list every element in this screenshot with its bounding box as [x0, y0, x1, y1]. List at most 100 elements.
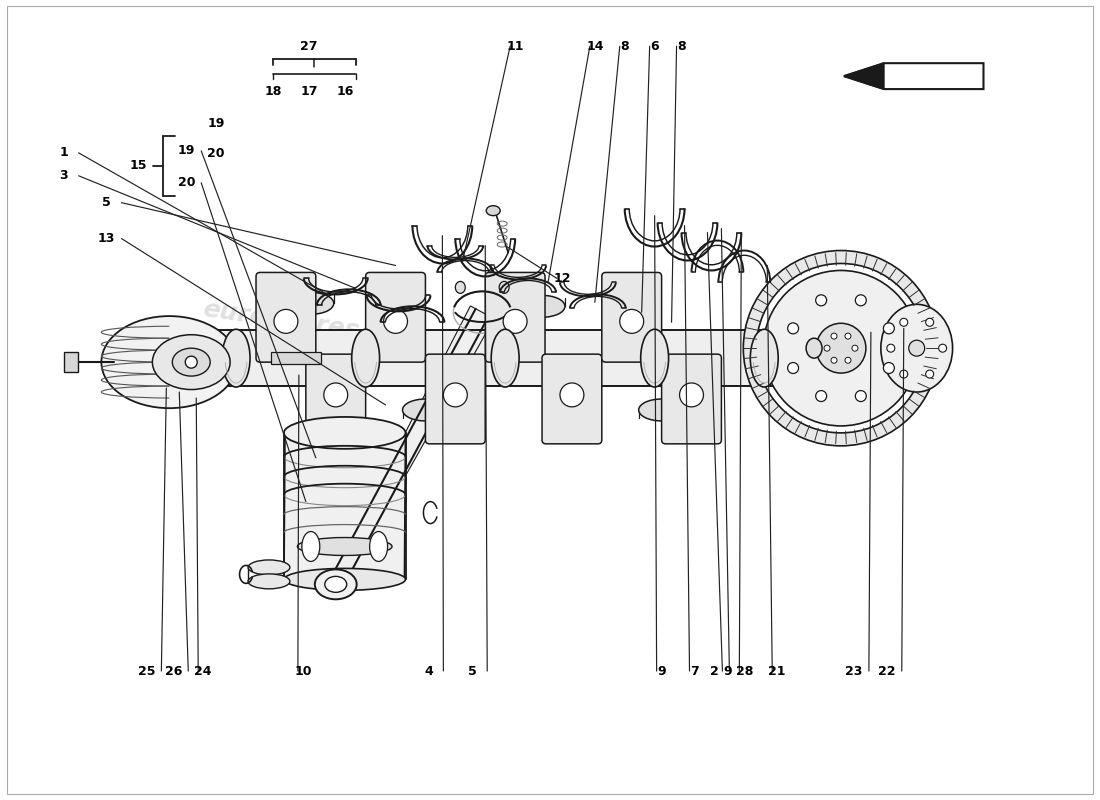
- Circle shape: [503, 310, 527, 334]
- Ellipse shape: [750, 330, 778, 387]
- Ellipse shape: [519, 295, 565, 318]
- Text: 22: 22: [878, 665, 895, 678]
- Ellipse shape: [499, 282, 509, 294]
- Circle shape: [883, 323, 894, 334]
- Ellipse shape: [222, 330, 250, 387]
- Ellipse shape: [492, 330, 519, 387]
- FancyBboxPatch shape: [256, 273, 316, 362]
- Ellipse shape: [249, 560, 290, 575]
- Text: 28: 28: [736, 665, 754, 678]
- Text: 27: 27: [300, 40, 318, 53]
- Text: eurospares: eurospares: [639, 331, 800, 369]
- Ellipse shape: [297, 538, 392, 555]
- FancyBboxPatch shape: [485, 273, 544, 362]
- Text: 9: 9: [723, 665, 732, 678]
- Ellipse shape: [284, 417, 406, 449]
- Text: 10: 10: [294, 665, 311, 678]
- FancyBboxPatch shape: [542, 354, 602, 444]
- Ellipse shape: [301, 531, 320, 562]
- Text: 1: 1: [59, 146, 68, 159]
- Text: 3: 3: [59, 170, 68, 182]
- Text: 15: 15: [130, 159, 147, 172]
- FancyBboxPatch shape: [365, 273, 426, 362]
- Text: 20: 20: [208, 147, 224, 160]
- Circle shape: [443, 383, 468, 407]
- Circle shape: [845, 333, 851, 339]
- Text: 14: 14: [586, 40, 604, 53]
- Text: 19: 19: [208, 118, 224, 130]
- Circle shape: [680, 383, 704, 407]
- Ellipse shape: [324, 576, 346, 592]
- Ellipse shape: [806, 338, 822, 358]
- Polygon shape: [844, 63, 983, 89]
- Circle shape: [830, 333, 837, 339]
- Bar: [64, 352, 78, 372]
- Ellipse shape: [284, 569, 406, 590]
- Circle shape: [619, 310, 644, 334]
- Ellipse shape: [153, 334, 230, 390]
- Text: 4: 4: [424, 665, 432, 678]
- Ellipse shape: [486, 206, 500, 216]
- Circle shape: [926, 318, 934, 326]
- Text: 6: 6: [650, 40, 659, 53]
- Circle shape: [816, 295, 826, 306]
- Circle shape: [185, 356, 197, 368]
- Text: 20: 20: [177, 176, 195, 190]
- Circle shape: [851, 345, 858, 351]
- Circle shape: [856, 390, 867, 402]
- Text: 8: 8: [620, 40, 629, 53]
- Circle shape: [323, 383, 348, 407]
- Text: 26: 26: [165, 665, 182, 678]
- Text: eurospares: eurospares: [201, 298, 361, 343]
- Circle shape: [384, 310, 407, 334]
- Circle shape: [856, 295, 867, 306]
- Ellipse shape: [640, 330, 669, 387]
- Ellipse shape: [403, 399, 449, 421]
- Circle shape: [788, 323, 799, 334]
- Text: 7: 7: [690, 665, 698, 678]
- Text: 16: 16: [337, 85, 354, 98]
- Text: 17: 17: [300, 85, 318, 98]
- Circle shape: [830, 358, 837, 363]
- Text: 11: 11: [506, 40, 524, 53]
- FancyBboxPatch shape: [426, 354, 485, 444]
- Text: 21: 21: [769, 665, 786, 678]
- Bar: [271, 352, 321, 364]
- FancyBboxPatch shape: [306, 354, 365, 444]
- Bar: [186, 330, 797, 386]
- Circle shape: [763, 270, 918, 426]
- Polygon shape: [329, 306, 494, 588]
- Ellipse shape: [315, 570, 356, 599]
- Text: 25: 25: [138, 665, 155, 678]
- Text: 2: 2: [711, 665, 718, 678]
- Circle shape: [926, 370, 934, 378]
- Ellipse shape: [249, 574, 290, 589]
- Text: 5: 5: [468, 665, 476, 678]
- Text: 8: 8: [678, 40, 686, 53]
- Circle shape: [900, 370, 908, 378]
- Ellipse shape: [173, 348, 210, 376]
- FancyBboxPatch shape: [661, 354, 722, 444]
- Text: 12: 12: [553, 272, 571, 285]
- Circle shape: [845, 358, 851, 363]
- Circle shape: [900, 318, 908, 326]
- Polygon shape: [284, 433, 406, 579]
- Ellipse shape: [881, 304, 953, 392]
- Circle shape: [938, 344, 947, 352]
- Circle shape: [274, 310, 298, 334]
- Polygon shape: [844, 63, 883, 89]
- Ellipse shape: [455, 282, 465, 294]
- Ellipse shape: [370, 531, 387, 562]
- Ellipse shape: [639, 399, 684, 421]
- Circle shape: [883, 362, 894, 374]
- Circle shape: [816, 390, 826, 402]
- Text: 19: 19: [177, 144, 195, 158]
- Text: 9: 9: [658, 665, 666, 678]
- Text: 23: 23: [845, 665, 862, 678]
- Circle shape: [788, 362, 799, 374]
- Text: 18: 18: [264, 85, 282, 98]
- Circle shape: [887, 344, 894, 352]
- Circle shape: [909, 340, 925, 356]
- Ellipse shape: [352, 330, 379, 387]
- Text: 13: 13: [98, 232, 116, 245]
